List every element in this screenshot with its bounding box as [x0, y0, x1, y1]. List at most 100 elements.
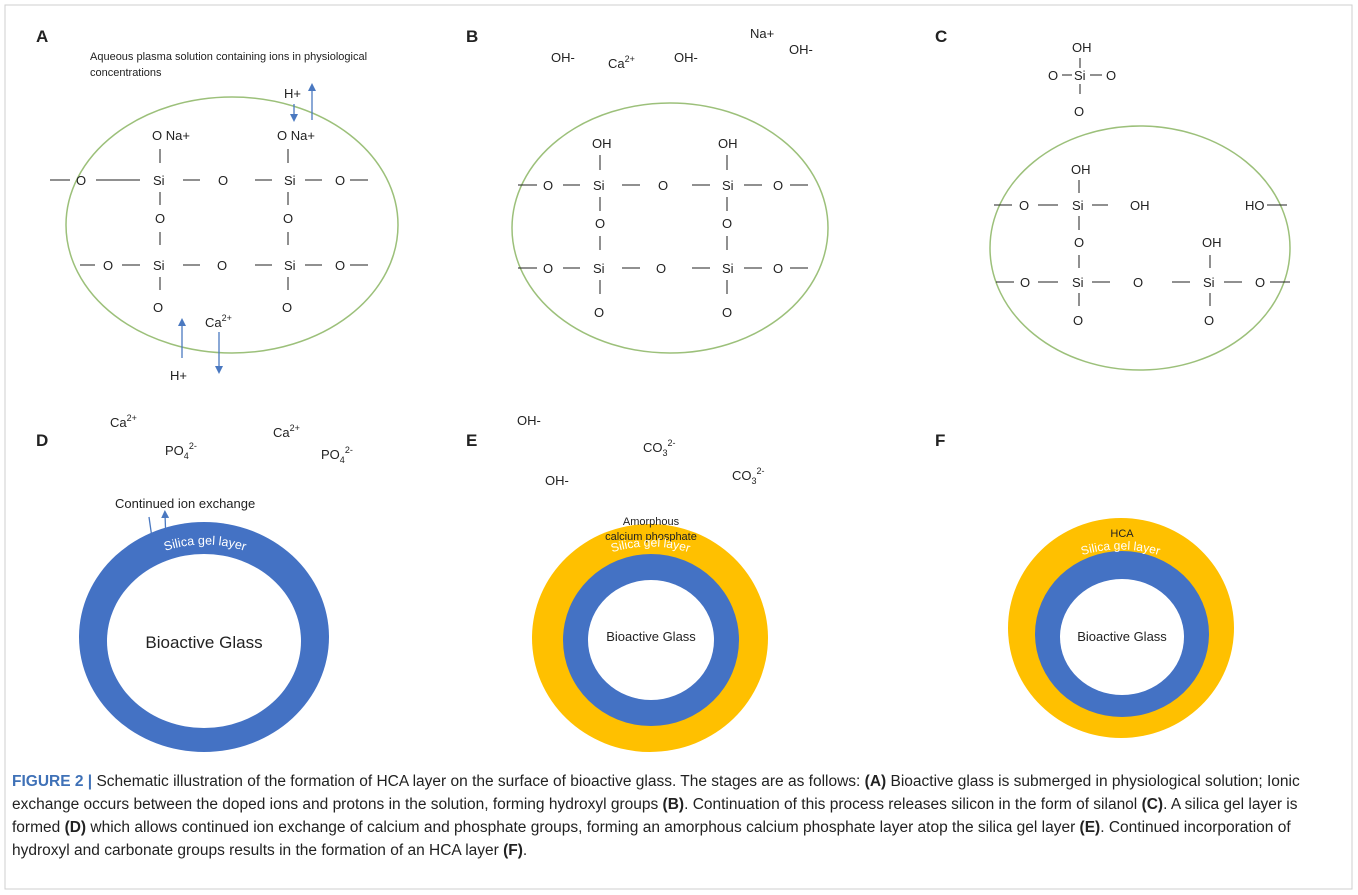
ion-co3: CO32- — [732, 466, 765, 486]
panel-e-ions: OH- CO32- OH- CO32- — [517, 413, 765, 488]
atom-oh: OH — [718, 136, 738, 151]
panel-c-free-silanol: OH O Si O O — [1048, 40, 1116, 119]
figure-frame — [4, 4, 1353, 890]
ion-ca: Ca2+ — [608, 54, 635, 71]
ion-ca: Ca2+ — [110, 413, 137, 430]
atom-o: O — [543, 261, 553, 276]
core-label: Bioactive Glass — [145, 633, 262, 652]
atom-oh: OH — [592, 136, 612, 151]
hca-label: HCA — [1110, 528, 1134, 540]
atom-o: O — [335, 173, 345, 188]
panel-a-particle-outline — [65, 96, 399, 354]
panel-a: A Aqueous plasma solution containing ion… — [36, 27, 399, 383]
acp-label-line2: calcium phosphate — [605, 531, 697, 543]
atom-si: Si — [722, 178, 734, 193]
atom-si: Si — [593, 261, 605, 276]
ion-na: Na+ — [750, 26, 774, 41]
atom-o: O — [1048, 68, 1058, 83]
atom-si: Si — [153, 258, 165, 273]
silica-gel-label: Silica gel layer — [162, 533, 248, 553]
panel-c: C OH O Si O O OH O Si OH HO O OH — [935, 27, 1291, 371]
atom-ho: HO — [1245, 198, 1265, 213]
ion-po4: PO42- — [321, 445, 353, 465]
atom-o: O — [1106, 68, 1116, 83]
panel-c-particle-outline — [989, 125, 1291, 371]
ion-po4: PO42- — [165, 441, 197, 461]
atom-si: Si — [593, 178, 605, 193]
panel-letter-f: F — [935, 431, 945, 450]
atom-o: O — [773, 178, 783, 193]
bioactive-glass-core — [588, 580, 714, 700]
caption-text: . Continuation of this process releases … — [684, 796, 1142, 813]
atom-si: Si — [1203, 275, 1215, 290]
silica-gel-label: Silica gel layer — [1079, 538, 1162, 558]
atom-si: Si — [153, 173, 165, 188]
panel-b-ions: OH- Ca2+ OH- Na+ OH- — [551, 26, 813, 71]
atom-o-na: O Na+ — [152, 128, 190, 143]
ion-oh: OH- — [517, 413, 541, 428]
atom-o: O — [594, 305, 604, 320]
atom-o: O — [103, 258, 113, 273]
caption-ref-e: (E) — [1079, 819, 1101, 836]
atom-o: O — [1019, 198, 1029, 213]
atom-o: O — [1255, 275, 1265, 290]
atom-si: Si — [1072, 198, 1084, 213]
atom-o: O — [722, 305, 732, 320]
caption-text: . A silica gel layer is formed — [12, 796, 1298, 836]
atom-o: O — [1020, 275, 1030, 290]
atom-o: O — [282, 300, 292, 315]
panel-b-particle-outline — [511, 102, 829, 354]
atom-oh: OH — [1130, 198, 1150, 213]
atom-o: O — [722, 216, 732, 231]
caption-ref-b: (B) — [662, 796, 685, 813]
atom-si: Si — [284, 258, 296, 273]
panel-letter-a: A — [36, 27, 48, 46]
caption-ref-c: (C) — [1141, 796, 1164, 813]
panel-b: B OH- Ca2+ OH- Na+ OH- OH OH O Si O Si O — [466, 26, 829, 354]
atom-o: O — [543, 178, 553, 193]
panel-a-note-line2: concentrations — [90, 67, 162, 79]
atom-o-na: O Na+ — [277, 128, 315, 143]
silica-gel-label: Silica gel layer — [609, 535, 692, 555]
atom-o: O — [595, 216, 605, 231]
caption-ref-a: (A) — [864, 773, 887, 790]
panel-c-silicate-network: OH O Si OH HO O OH O Si O Si O — [994, 162, 1290, 328]
panel-a-silicate-network: O Na+ O Na+ O Si O Si O O O O Si — [50, 128, 368, 315]
figure-caption: FIGURE 2 | Schematic illustration of the… — [12, 770, 1344, 888]
panel-letter-e: E — [466, 431, 477, 450]
panel-e: E OH- CO32- OH- CO32- Amorphous calcium … — [466, 413, 768, 752]
panel-f: F HCA Silica gel layer Bioactive Glass — [935, 431, 1234, 738]
panel-b-silicate-network: OH OH O Si O Si O O O O Si — [518, 136, 808, 320]
panel-letter-d: D — [36, 431, 48, 450]
caption-text: which allows continued ion exchange of c… — [86, 819, 1080, 836]
core-label: Bioactive Glass — [606, 629, 696, 644]
atom-o: O — [1073, 313, 1083, 328]
atom-o: O — [1133, 275, 1143, 290]
caption-ref-f: (F) — [503, 842, 523, 859]
panel-d: D Ca2+ PO42- Ca2+ PO42- Continued ion ex… — [36, 413, 353, 752]
atom-o: O — [218, 173, 228, 188]
ion-h-plus: H+ — [284, 86, 301, 101]
atom-o: O — [217, 258, 227, 273]
ion-exchange-label: Continued ion exchange — [115, 496, 255, 511]
acp-label-line1: Amorphous — [623, 516, 680, 528]
atom-o: O — [1074, 104, 1084, 119]
ion-co3: CO32- — [643, 438, 676, 458]
atom-o: O — [283, 211, 293, 226]
ion-oh: OH- — [551, 50, 575, 65]
panel-a-note-line1: Aqueous plasma solution containing ions … — [90, 51, 367, 63]
caption-label: FIGURE 2 | — [12, 773, 93, 790]
caption-ref-d: (D) — [64, 819, 87, 836]
core-label: Bioactive Glass — [1077, 629, 1167, 644]
atom-si: Si — [1074, 68, 1086, 83]
atom-oh: OH — [1072, 40, 1092, 55]
panel-d-ions: Ca2+ PO42- Ca2+ PO42- — [110, 413, 353, 465]
ion-oh: OH- — [789, 42, 813, 57]
ion-ca: Ca2+ — [273, 423, 300, 440]
caption-text: . Continued incorporation of hydroxyl an… — [12, 819, 1291, 859]
atom-si: Si — [1072, 275, 1084, 290]
ion-oh: OH- — [674, 50, 698, 65]
atom-o: O — [76, 173, 86, 188]
caption-text: Bioactive glass is submerged in physiolo… — [12, 773, 1300, 813]
